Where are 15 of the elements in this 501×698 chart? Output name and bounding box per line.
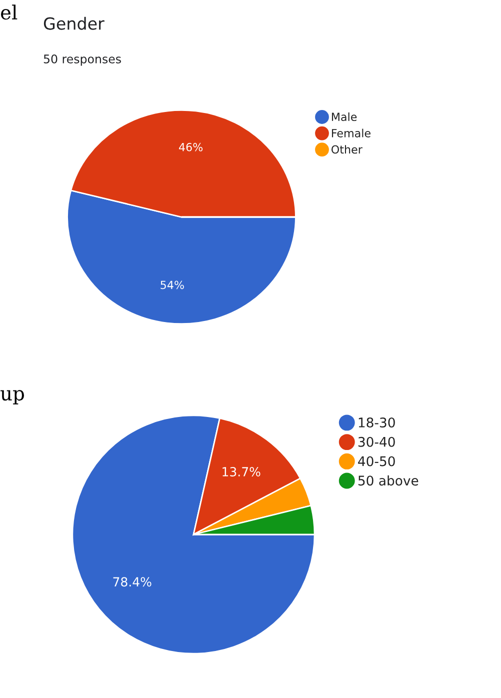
data-label: 13.7% bbox=[222, 467, 260, 476]
data-label: 54% bbox=[160, 280, 184, 290]
data-label: 78.4% bbox=[113, 577, 152, 587]
legend-label: 50 above bbox=[358, 475, 418, 486]
text: el bbox=[0, 4, 18, 20]
legend-label: Other bbox=[332, 145, 362, 154]
legend-label: Female bbox=[332, 128, 370, 138]
chart-title: Gender bbox=[44, 16, 104, 30]
legend-label: 30-40 bbox=[358, 436, 395, 447]
data-label: 46% bbox=[179, 142, 203, 152]
legend-label: 18-30 bbox=[358, 418, 395, 428]
legend-label: Male bbox=[332, 112, 357, 122]
chart-subtitle: 50 responses bbox=[44, 54, 121, 66]
legend-label: 40-50 bbox=[358, 456, 395, 466]
text: up bbox=[0, 390, 24, 404]
